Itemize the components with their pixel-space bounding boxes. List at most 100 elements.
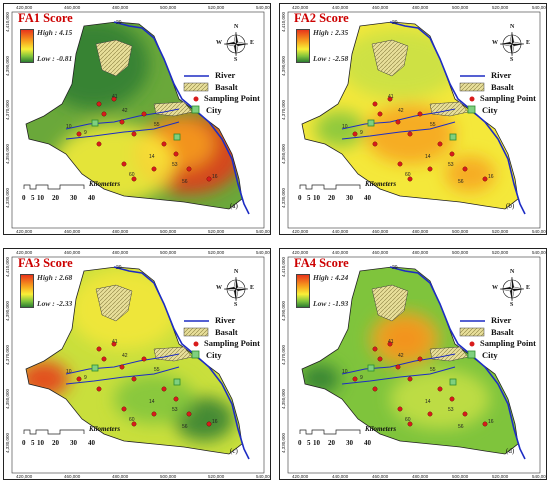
sampling-point [141,356,147,362]
sampling-point [437,141,443,147]
legend-high-value: High : 4.24 [313,273,349,282]
legend-basalt-label: Basalt [491,82,514,92]
x-tick-top: 440,000 [332,5,349,10]
map-canvas [287,256,541,474]
panel-tag: (d) [506,447,515,455]
y-tick: 4,390,000 [5,55,10,76]
station-label: 9 [84,130,87,136]
station-label: 53 [448,162,454,168]
station-label: 56 [458,424,464,430]
sampling-point [96,141,102,147]
sampling-point [395,364,401,370]
scale-number: 40 [364,439,371,447]
legend-basalt-label: Basalt [491,327,514,337]
compass-n: N [234,269,239,275]
sampling-point [101,356,107,362]
sampling-point [96,101,102,107]
x-tick-bottom: 500,000 [452,229,469,234]
y-tick: 4,370,000 [281,344,286,365]
sampling-point [395,119,401,125]
score-gradient-legend [20,274,34,308]
map-panel-3: FA3 Score High : 2.68 Low : -2.33 River Basa… [3,248,271,480]
compass-n: N [510,24,515,30]
x-tick-bottom: 440,000 [332,474,349,479]
station-label: 42 [122,108,128,114]
score-gradient-legend [296,274,310,308]
scale-number: 10 [313,194,320,202]
x-tick-bottom: 480,000 [412,229,429,234]
y-tick: 4,410,000 [5,256,10,277]
legend-city-label: City [482,350,498,360]
scale-number: 0 [22,439,26,447]
compass-rose-icon [499,31,525,57]
river-line [113,21,250,215]
x-tick-bottom: 540,000 [256,229,271,234]
city-marker [173,133,181,141]
legend-sampling-label: Sampling Point [480,93,536,103]
x-tick-top: 420,000 [16,5,33,10]
x-tick-bottom: 540,000 [532,229,547,234]
sampling-point [76,131,82,137]
y-tick: 4,350,000 [281,143,286,164]
y-tick: 4,350,000 [5,143,10,164]
city-marker [91,364,99,372]
sampling-point [372,386,378,392]
sampling-point [96,386,102,392]
y-tick: 4,390,000 [281,300,286,321]
station-label: 16 [488,174,494,180]
x-tick-top: 480,000 [412,250,429,255]
x-tick-bottom: 540,000 [256,474,271,479]
x-tick-top: 540,000 [256,5,271,10]
sampling-point [462,411,468,417]
sampling-point [482,421,488,427]
legend-city-label: City [206,105,222,115]
sampling-point [141,111,147,117]
station-label: 16 [212,419,218,425]
tributary-line [65,353,180,385]
compass-s: S [234,302,238,308]
station-label: 41 [388,339,394,345]
compass-s: S [510,57,514,63]
score-gradient-legend [20,29,34,63]
station-label: 29 [116,20,122,26]
station-label: 29 [392,265,398,271]
sampling-point [437,386,443,392]
y-tick: 4,370,000 [5,344,10,365]
y-tick: 4,370,000 [5,99,10,120]
station-label: 16 [488,419,494,425]
station-label: 9 [360,130,363,136]
station-label: 42 [398,353,404,359]
sampling-point [173,396,179,402]
map-panel-1: FA1 Score High : 4.15 Low : -0.81 River Basa… [3,3,271,235]
sampling-point [407,176,413,182]
scale-number: 40 [364,194,371,202]
station-label: 16 [212,174,218,180]
compass-e: E [526,40,531,46]
legend-city-swatch [467,350,476,359]
legend-sampling-dot [193,341,199,347]
legend-low-value: Low : -1.93 [313,299,349,308]
legend-sampling-label: Sampling Point [480,338,536,348]
x-tick-bottom: 500,000 [160,229,177,234]
station-label: 10 [66,369,72,375]
legend-city-swatch [467,105,476,114]
x-tick-top: 500,000 [160,250,177,255]
x-tick-top: 540,000 [532,250,547,255]
station-label: 53 [448,407,454,413]
x-tick-top: 500,000 [160,5,177,10]
sampling-point [173,151,179,157]
scale-unit-label: Kilometers [89,425,121,433]
station-label: 9 [84,375,87,381]
x-tick-top: 420,000 [16,250,33,255]
river-line [389,266,526,460]
map-canvas [11,11,265,229]
sampling-point [449,151,455,157]
scale-bar [23,429,85,435]
station-label: 55 [430,367,436,373]
panel-title: FA2 Score [294,11,349,25]
x-tick-bottom: 460,000 [64,474,81,479]
y-tick: 4,390,000 [281,55,286,76]
sampling-point [151,166,157,172]
map-canvas [287,11,541,229]
sampling-point [352,376,358,382]
